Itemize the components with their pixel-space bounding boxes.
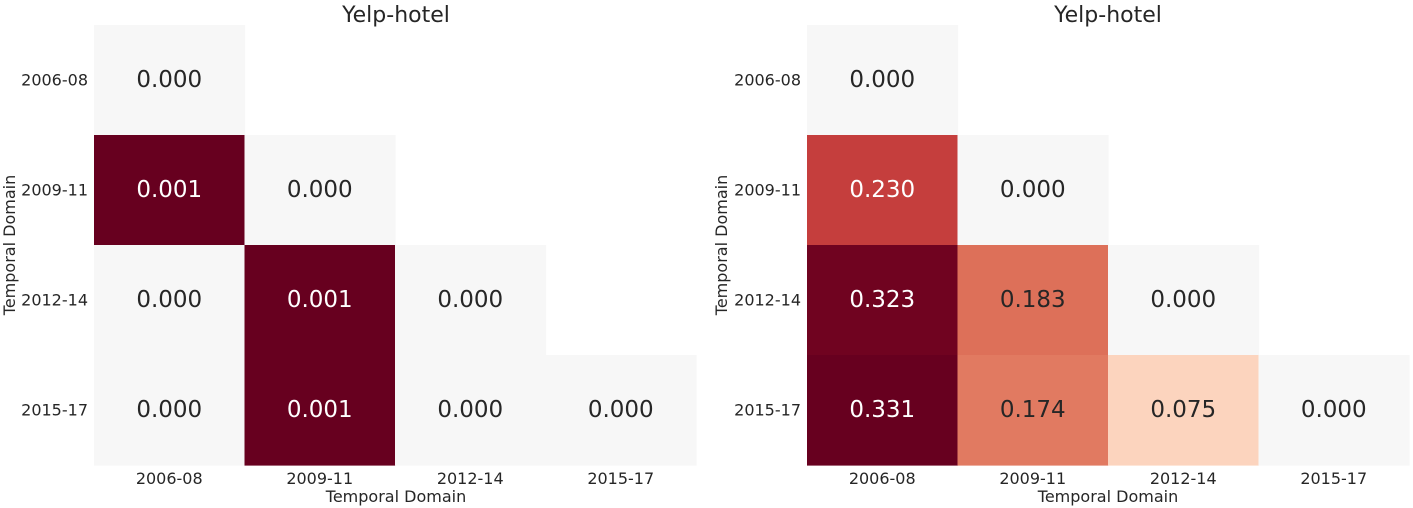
right-y-axis-label: Temporal Domain <box>712 175 731 316</box>
left-cell-value-label: 0.000 <box>136 287 202 313</box>
left-heatmap-cell-r1-c1 <box>244 135 396 246</box>
left-y-tick-label: 2006-08 <box>21 71 88 90</box>
left-heatmap-cell-r3-c0 <box>94 355 246 466</box>
right-y-tick-label: 2012-14 <box>734 291 801 310</box>
right-cell-value-label: 0.000 <box>1000 177 1066 203</box>
right-cell-value-label: 0.323 <box>849 287 915 313</box>
left-heatmap-cell-r3-c3 <box>545 355 697 466</box>
left-cell-value-label: 0.000 <box>136 67 202 93</box>
left-chart-title: Yelp-hotel <box>341 3 450 28</box>
right-chart-title: Yelp-hotel <box>1053 3 1162 28</box>
left-x-tick-label: 2015-17 <box>587 469 654 488</box>
right-heatmap-cell-r3-c1 <box>957 355 1109 466</box>
left-x-tick-label: 2006-08 <box>136 469 203 488</box>
right-x-tick-label: 2006-08 <box>849 469 916 488</box>
right-cell-value-label: 0.331 <box>849 397 915 423</box>
right-x-tick-label: 2009-11 <box>999 469 1066 488</box>
right-heatmap-cell-r2-c1 <box>957 245 1109 356</box>
left-y-tick-label: 2009-11 <box>21 181 88 200</box>
right-y-tick-labels: 2006-08 2009-11 2012-14 2015-17 <box>734 71 801 420</box>
right-heatmap-cell-r3-c3 <box>1258 355 1410 466</box>
left-x-tick-labels: 2006-08 2009-11 2012-14 2015-17 <box>136 469 654 488</box>
right-x-axis-label: Temporal Domain <box>1037 487 1178 506</box>
left-heatmap-cell-r3-c1 <box>244 355 396 466</box>
right-x-tick-label: 2012-14 <box>1150 469 1217 488</box>
left-y-tick-label: 2015-17 <box>21 401 88 420</box>
right-y-tick-label: 2006-08 <box>734 71 801 90</box>
left-heatmap-cell-r0-c0 <box>94 25 246 136</box>
right-cell-value-label: 0.230 <box>849 177 915 203</box>
right-cell-value-label: 0.000 <box>849 67 915 93</box>
left-cell-value-label: 0.000 <box>588 397 654 423</box>
left-cell-value-label: 0.001 <box>287 397 353 423</box>
right-heatmap-cells: 0.000 0.230 0.000 0.323 0.183 0.000 0.331 0.174… <box>807 25 1410 466</box>
left-cell-value-label: 0.001 <box>287 287 353 313</box>
right-cell-value-label: 0.183 <box>1000 287 1066 313</box>
right-cell-value-label: 0.174 <box>1000 397 1066 423</box>
left-heatmap-cell-r2-c1 <box>244 245 396 356</box>
left-x-tick-label: 2012-14 <box>437 469 504 488</box>
left-x-axis-label: Temporal Domain <box>325 487 466 506</box>
right-heatmap-cell-r2-c2 <box>1108 245 1260 356</box>
left-heatmap-cells: 0.000 0.001 0.000 0.000 0.001 0.000 0.000 0.001… <box>94 25 697 466</box>
left-heatmap-cell-r2-c2 <box>395 245 547 356</box>
left-heatmap-cell-r2-c0 <box>94 245 246 356</box>
left-y-tick-labels: 2006-08 2009-11 2012-14 2015-17 <box>21 71 88 420</box>
right-heatmap-cell-r3-c0 <box>807 355 959 466</box>
left-cell-value-label: 0.001 <box>136 177 202 203</box>
left-cell-value-label: 0.000 <box>136 397 202 423</box>
left-cell-value-label: 0.000 <box>287 177 353 203</box>
right-heatmap-cell-r2-c0 <box>807 245 959 356</box>
left-cell-value-label: 0.000 <box>437 287 503 313</box>
right-x-tick-labels: 2006-08 2009-11 2012-14 2015-17 <box>849 469 1367 488</box>
right-heatmap-cell-r1-c1 <box>957 135 1109 246</box>
right-y-tick-label: 2015-17 <box>734 401 801 420</box>
left-y-axis-label: Temporal Domain <box>0 175 19 316</box>
right-cell-value-label: 0.075 <box>1150 397 1216 423</box>
left-cell-value-label: 0.000 <box>437 397 503 423</box>
right-heatmap-cell-r1-c0 <box>807 135 959 246</box>
right-heatmap-cell-r3-c2 <box>1108 355 1260 466</box>
left-heatmap-cell-r3-c2 <box>395 355 547 466</box>
right-cell-value-label: 0.000 <box>1301 397 1367 423</box>
right-y-tick-label: 2009-11 <box>734 181 801 200</box>
right-x-tick-label: 2015-17 <box>1300 469 1367 488</box>
right-heatmap-cell-r0-c0 <box>807 25 959 136</box>
right-cell-value-label: 0.000 <box>1150 287 1216 313</box>
left-heatmap-cell-r1-c0 <box>94 135 246 246</box>
left-y-tick-label: 2012-14 <box>21 291 88 310</box>
left-x-tick-label: 2009-11 <box>286 469 353 488</box>
